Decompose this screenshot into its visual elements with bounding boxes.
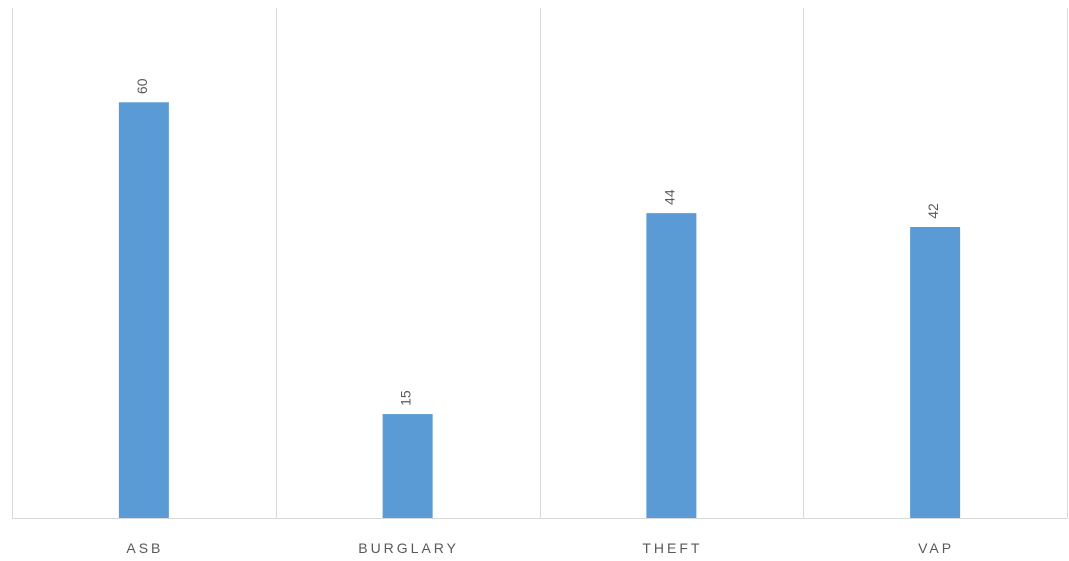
data-label-theft: 44 xyxy=(661,189,677,205)
x-tick-label-asb: ASB xyxy=(126,540,163,556)
gridlines xyxy=(12,8,1068,518)
data-label-burglary: 15 xyxy=(398,390,414,406)
x-tick-label-vap: VAP xyxy=(918,540,954,556)
data-labels: 60 15 44 42 xyxy=(134,78,941,406)
bars xyxy=(118,102,961,519)
x-tick-labels: ASB BURGLARY THEFT VAP xyxy=(126,540,954,556)
bar-vap xyxy=(910,227,961,518)
data-label-vap: 42 xyxy=(925,203,941,219)
bar-burglary xyxy=(382,414,433,518)
data-label-asb: 60 xyxy=(134,78,150,94)
bar-theft xyxy=(646,213,697,518)
x-tick-label-burglary: BURGLARY xyxy=(358,540,459,556)
bar-asb xyxy=(118,102,169,519)
x-tick-label-theft: THEFT xyxy=(642,540,702,556)
